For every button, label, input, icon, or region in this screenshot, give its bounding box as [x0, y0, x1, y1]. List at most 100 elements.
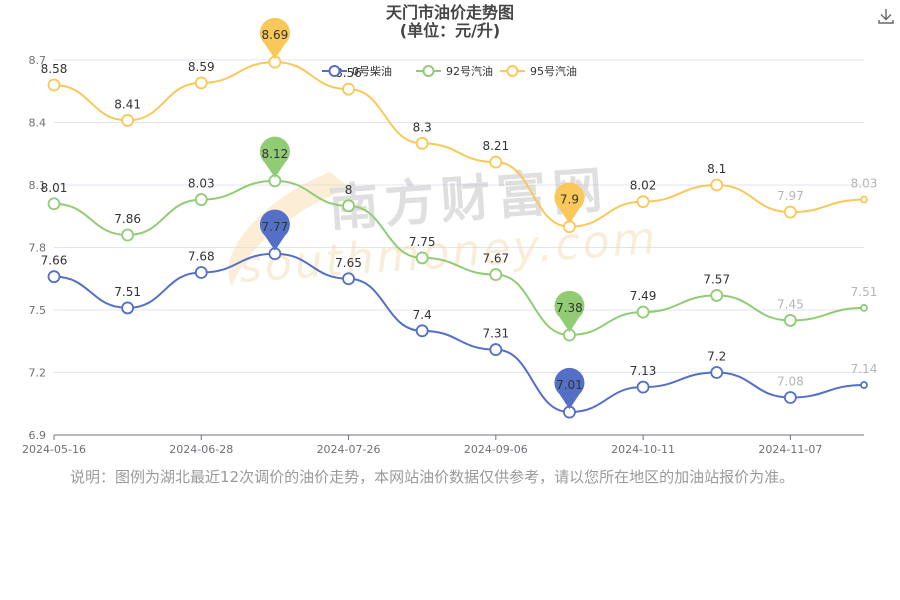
watermark: 南方财富网 southmoney.com	[228, 161, 660, 293]
data-label: 7.13	[630, 364, 657, 378]
y-tick-label: 7.8	[29, 242, 47, 255]
data-label: 8.21	[482, 139, 509, 153]
data-point[interactable]	[636, 195, 650, 209]
x-tick-label: 2024-10-11	[611, 443, 675, 456]
grid-layer	[54, 59, 864, 373]
data-point[interactable]	[636, 305, 650, 319]
legend-item[interactable]: 0号柴油	[322, 64, 392, 78]
data-label: 7.14	[851, 362, 878, 376]
max-pin: 8.12	[259, 136, 290, 178]
data-point[interactable]	[489, 155, 503, 169]
data-label: 7.97	[777, 189, 804, 203]
min-pin-shape	[554, 182, 585, 224]
data-point[interactable]	[194, 193, 208, 206]
data-label: 7.49	[630, 289, 657, 303]
chart-subtitle: (单位：元/升)	[399, 21, 501, 40]
download-icon[interactable]	[876, 6, 896, 26]
data-label: 8.56	[335, 66, 362, 80]
min-pin-shape	[554, 290, 585, 332]
data-point[interactable]	[783, 391, 797, 404]
data-point[interactable]	[194, 266, 208, 279]
data-label: 7.65	[335, 256, 362, 270]
data-label: 8.02	[630, 179, 657, 193]
data-point[interactable]	[342, 199, 355, 213]
data-point[interactable]	[121, 114, 135, 127]
y-tick-label: 6.9	[29, 429, 47, 442]
y-tick-label: 8.1	[29, 179, 47, 192]
min-pin: 7.38	[554, 290, 585, 332]
data-label: 8	[345, 183, 353, 197]
data-label: 7.75	[409, 235, 436, 249]
data-label: 7.66	[41, 254, 68, 268]
min-pin-label: 7.9	[560, 193, 579, 207]
data-label: 8.1	[707, 162, 726, 176]
data-label: 7.67	[482, 252, 509, 266]
data-label: 7.86	[114, 212, 141, 226]
series-0: 7.66 7.51 7.68 7.65 7.4 7.31 7.13 7.2 7.08 7.14 7.…	[41, 209, 878, 419]
data-label: 8.59	[188, 60, 215, 74]
data-point[interactable]	[47, 197, 61, 211]
data-point[interactable]	[710, 289, 724, 302]
y-tick-label: 8.4	[29, 117, 47, 130]
data-label: 8.03	[188, 177, 215, 191]
max-pin-shape	[259, 17, 290, 60]
legend-marker	[422, 65, 435, 77]
data-label: 8.01	[41, 181, 68, 195]
data-label: 8.3	[413, 120, 432, 134]
max-pin: 8.69	[259, 17, 290, 60]
data-point[interactable]	[710, 178, 724, 192]
legend-label: 0号柴油	[352, 64, 392, 78]
data-point[interactable]	[194, 76, 208, 90]
x-tick-label: 2024-05-16	[22, 443, 86, 456]
legend-label: 92号汽油	[446, 64, 493, 78]
max-pin-label: 7.77	[262, 220, 289, 234]
data-point[interactable]	[47, 78, 61, 92]
max-pin-shape	[259, 209, 290, 251]
data-label: 8.41	[114, 97, 141, 111]
chart-note: 说明：图例为湖北最近12次调价的油价走势，本网站油价数据仅供参考，请以您所在地区…	[70, 468, 795, 486]
legend-item[interactable]: 92号汽油	[416, 64, 493, 78]
data-point[interactable]	[710, 366, 724, 379]
x-tick-label: 2024-11-07	[758, 443, 822, 456]
legend-label: 95号汽油	[530, 64, 577, 78]
data-point[interactable]	[489, 343, 503, 356]
legend-item[interactable]: 95号汽油	[500, 64, 577, 78]
data-point[interactable]	[415, 251, 429, 265]
y-tick-label: 7.5	[29, 304, 47, 317]
y-tick-label: 7.2	[29, 367, 47, 380]
data-point[interactable]	[342, 272, 355, 286]
data-point[interactable]	[342, 82, 355, 96]
series-1: 8.01 7.86 8.03 8 7.75 7.67 7.49 7.57 7.45 7.51 8.1…	[41, 136, 877, 342]
series-2: 8.58 8.41 8.59 8.56 8.3 8.21 8.02 8.1 7.97 8.03 8.…	[41, 17, 878, 234]
data-point[interactable]	[860, 195, 868, 204]
series-layer: 7.66 7.51 7.68 7.65 7.4 7.31 7.13 7.2 7.08 7.14 7.…	[41, 17, 878, 419]
data-point[interactable]	[860, 381, 868, 389]
watermark-swoosh	[228, 172, 350, 286]
x-tick-label: 2024-06-28	[169, 443, 233, 456]
x-tick-label: 2024-07-26	[317, 443, 381, 456]
data-label: 7.51	[114, 285, 141, 299]
max-pin-shape	[259, 136, 290, 178]
data-label: 7.2	[707, 350, 726, 364]
legend-marker	[506, 65, 519, 77]
min-pin-shape	[554, 367, 585, 410]
data-point[interactable]	[415, 136, 429, 150]
data-point[interactable]	[783, 314, 797, 327]
data-label: 7.08	[777, 375, 804, 389]
data-label: 8.03	[851, 177, 878, 191]
min-pin-label: 7.01	[556, 378, 583, 392]
x-tick-label: 2024-09-06	[464, 443, 528, 456]
data-point[interactable]	[860, 304, 868, 312]
min-pin: 7.9	[554, 182, 585, 224]
data-point[interactable]	[415, 324, 429, 338]
data-label: 8.58	[41, 62, 68, 76]
data-point[interactable]	[489, 268, 503, 281]
data-point[interactable]	[47, 270, 61, 284]
data-point[interactable]	[121, 228, 135, 242]
data-label: 7.4	[413, 308, 432, 322]
data-point[interactable]	[783, 205, 797, 219]
data-point[interactable]	[636, 380, 650, 394]
data-point[interactable]	[121, 301, 135, 315]
data-label: 7.57	[703, 272, 730, 286]
